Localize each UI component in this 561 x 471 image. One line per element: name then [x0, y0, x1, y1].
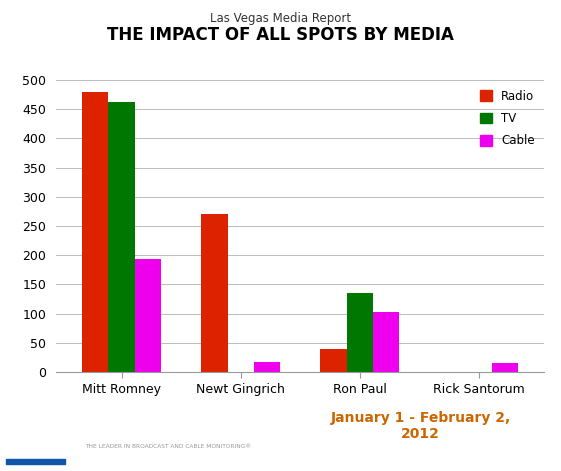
Bar — [82, 92, 108, 372]
Bar — [347, 293, 373, 372]
Text: MEDIA MONITORS: MEDIA MONITORS — [91, 408, 245, 423]
Text: ®: ® — [258, 410, 268, 420]
Polygon shape — [31, 401, 45, 440]
Legend: Radio, TV, Cable: Radio, TV, Cable — [476, 86, 538, 151]
Bar — [492, 363, 518, 372]
Bar — [320, 349, 347, 372]
Bar — [201, 214, 228, 372]
Text: Las Vegas Media Report: Las Vegas Media Report — [210, 12, 351, 25]
Polygon shape — [16, 401, 30, 440]
Bar — [6, 459, 65, 464]
Bar — [373, 312, 399, 372]
Text: THE IMPACT OF ALL SPOTS BY MEDIA: THE IMPACT OF ALL SPOTS BY MEDIA — [107, 26, 454, 44]
Bar — [135, 260, 161, 372]
Bar — [254, 362, 280, 372]
Text: January 1 - February 2,
2012: January 1 - February 2, 2012 — [330, 411, 511, 441]
Bar — [108, 102, 135, 372]
Text: THE LEADER IN BROADCAST AND CABLE MONITORING®: THE LEADER IN BROADCAST AND CABLE MONITO… — [85, 444, 251, 449]
Polygon shape — [46, 401, 61, 440]
